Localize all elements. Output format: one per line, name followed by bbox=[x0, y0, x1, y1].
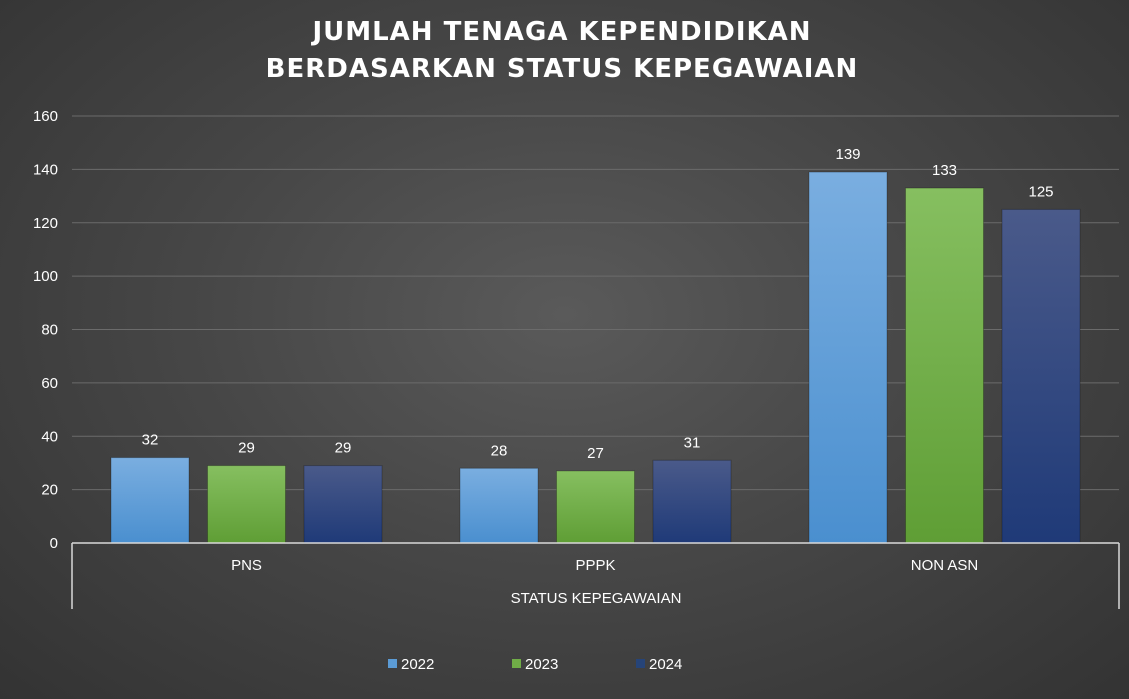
legend: 2022 2023 2024 bbox=[388, 656, 682, 673]
y-axis-ticks: 0 20 40 60 80 100 120 140 160 bbox=[33, 108, 58, 552]
data-label: 133 bbox=[932, 162, 957, 179]
y-tick-label: 160 bbox=[33, 108, 58, 125]
legend-swatch-2023 bbox=[512, 659, 521, 668]
bar-2022-pppk bbox=[459, 467, 539, 544]
legend-label: 2024 bbox=[649, 656, 682, 673]
bar-2022-pns bbox=[110, 457, 190, 544]
y-tick-label: 140 bbox=[33, 161, 58, 178]
y-tick-label: 100 bbox=[33, 268, 58, 285]
y-tick-label: 0 bbox=[50, 535, 58, 552]
bar-2024-non-asn bbox=[1001, 208, 1081, 544]
legend-label: 2023 bbox=[525, 656, 558, 673]
bar-2022-non-asn bbox=[808, 171, 888, 544]
bar-2023-pppk bbox=[556, 470, 635, 544]
bars bbox=[110, 171, 1081, 544]
legend-swatch-2022 bbox=[388, 659, 397, 668]
x-axis bbox=[71, 542, 1120, 609]
data-label: 27 bbox=[587, 445, 604, 462]
data-label: 31 bbox=[684, 434, 701, 451]
data-label: 29 bbox=[238, 440, 255, 457]
data-label: 125 bbox=[1028, 183, 1053, 200]
data-label: 139 bbox=[835, 146, 860, 163]
y-tick-label: 40 bbox=[41, 428, 58, 445]
gridlines bbox=[72, 115, 1119, 491]
category-label: PNS bbox=[231, 557, 262, 574]
bar-2024-pppk bbox=[652, 459, 732, 544]
data-label: 32 bbox=[142, 432, 159, 449]
y-tick-label: 20 bbox=[41, 482, 58, 499]
chart-title-line-1: JUMLAH TENAGA KEPENDIDIKAN bbox=[310, 17, 811, 47]
x-axis-title: STATUS KEPEGAWAIAN bbox=[511, 590, 682, 607]
category-labels: PNS PPPK NON ASN bbox=[231, 557, 978, 574]
bar-2023-pns bbox=[207, 465, 286, 544]
legend-label: 2022 bbox=[401, 656, 434, 673]
bar-2023-non-asn bbox=[905, 187, 984, 544]
y-tick-label: 120 bbox=[33, 215, 58, 232]
data-label: 28 bbox=[491, 442, 508, 459]
data-labels: 32 29 29 28 27 31 139 133 125 bbox=[142, 146, 1054, 462]
data-label: 29 bbox=[335, 440, 352, 457]
category-label: PPPK bbox=[575, 557, 615, 574]
y-tick-label: 60 bbox=[41, 375, 58, 392]
legend-swatch-2024 bbox=[636, 659, 645, 668]
bar-2024-pns bbox=[303, 465, 383, 544]
chart-title-line-2: BERDASARKAN STATUS KEPEGAWAIAN bbox=[266, 54, 859, 84]
category-label: NON ASN bbox=[911, 557, 979, 574]
y-tick-label: 80 bbox=[41, 322, 58, 339]
